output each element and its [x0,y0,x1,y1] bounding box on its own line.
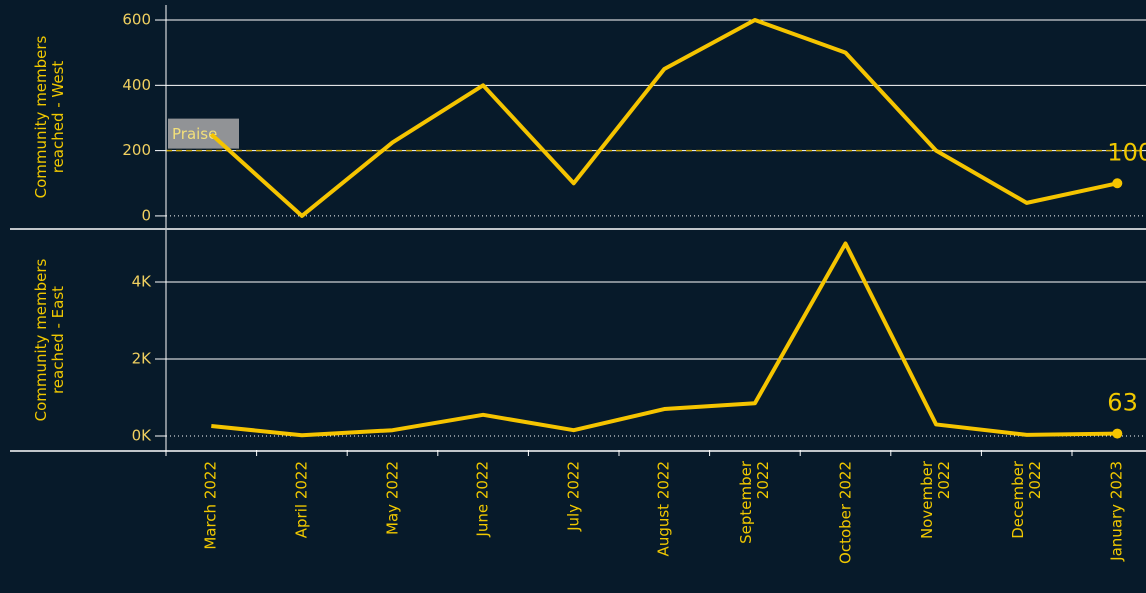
x-tick-label: July 2022 [564,461,583,531]
x-tick-label: November 2022 [918,461,954,540]
x-tick-label: August 2022 [654,461,673,557]
reference-label: Praise [172,125,217,143]
x-tick-label: January 2023 [1107,461,1126,561]
x-tick-label: June 2022 [473,461,492,537]
end-point [1112,178,1123,189]
data-line [211,241,1118,438]
x-tick-label: October 2022 [836,461,854,564]
reference-label-box [168,118,239,149]
x-tick-label: April 2022 [292,461,311,539]
y-axis-title: Community members reached - East [32,258,67,422]
y-tick-label: 0 [141,206,151,224]
y-tick-label: 200 [122,141,151,159]
end-point [1112,428,1123,439]
y-tick-label: 0K [132,426,153,444]
data-line [209,18,1118,218]
y-tick-label: 2K [132,349,153,367]
x-tick-label: December 2022 [1008,461,1044,539]
y-tick-label: 600 [122,11,151,29]
x-tick-label: May 2022 [383,461,401,535]
y-axis-title: Community members reached - West [32,35,67,198]
end-value-label: 100 [1107,138,1146,166]
x-tick-label: March 2022 [201,461,220,550]
y-tick-label: 4K [132,273,153,291]
x-tick-label: September 2022 [736,461,772,544]
end-value-label: 63 [1107,389,1138,417]
y-tick-label: 400 [122,76,151,94]
